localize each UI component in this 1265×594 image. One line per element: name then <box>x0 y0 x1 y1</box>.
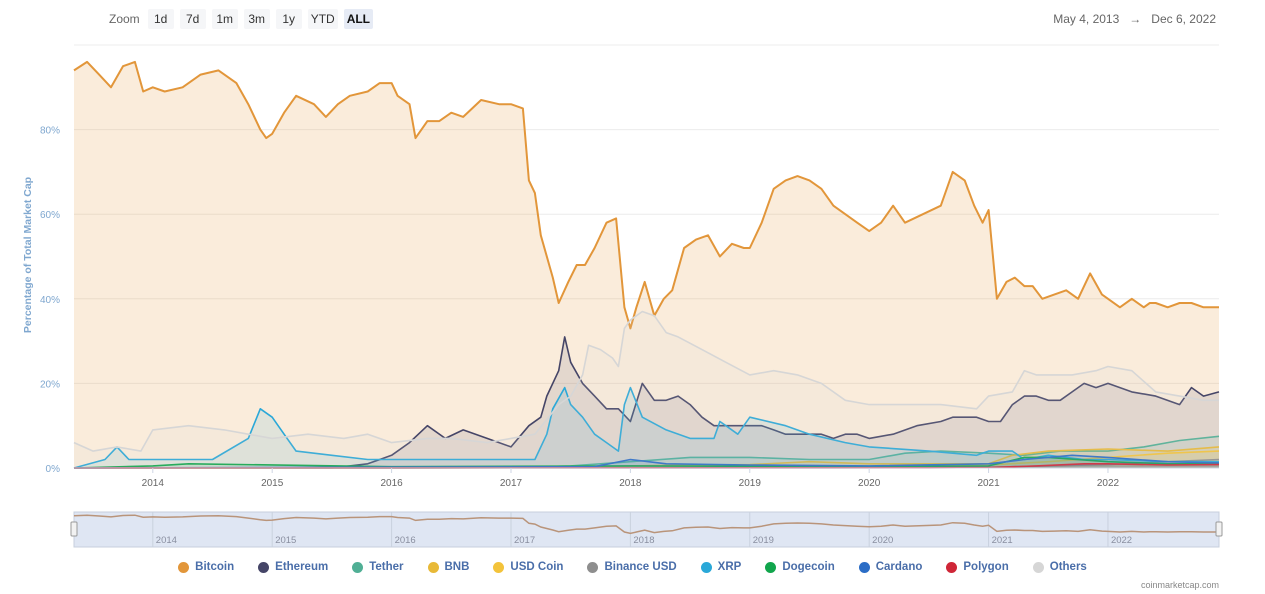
range-to[interactable]: Dec 6, 2022 <box>1151 12 1216 26</box>
navigator-tick-label: 2017 <box>514 535 535 546</box>
legend-label: Dogecoin <box>782 561 835 573</box>
legend-item-binance-usd[interactable]: Binance USD <box>587 561 677 573</box>
legend-dot <box>258 561 270 573</box>
legend-item-ethereum[interactable]: Ethereum <box>258 561 328 573</box>
navigator-tick-label: 2016 <box>395 535 416 546</box>
legend-dot <box>427 561 439 573</box>
legend-item-polygon[interactable]: Polygon <box>946 561 1009 573</box>
legend-dot <box>946 561 958 573</box>
zoom-ytd-button[interactable]: YTD <box>307 9 338 29</box>
xrp-area <box>74 387 1219 468</box>
legend-dot <box>1032 561 1044 573</box>
zoom-1m-button[interactable]: 1m <box>211 9 238 29</box>
zoom-3m-button[interactable]: 3m <box>243 9 270 29</box>
cardano-line <box>73 454 1220 469</box>
ethereum-line <box>74 336 1220 469</box>
dogecoin-line <box>73 456 1219 469</box>
usd-coin-area <box>74 451 1219 468</box>
legend-item-others[interactable]: Others <box>1032 561 1087 573</box>
zoom-1d-button[interactable]: 1d <box>147 9 174 29</box>
navigator[interactable]: 2014 2015 2016 2017 2018 2019 2020 2021 2022 <box>70 511 1223 548</box>
range-arrow: → <box>1129 12 1142 26</box>
legend-label: Others <box>1049 561 1087 573</box>
legend-label: USD Coin <box>510 561 564 573</box>
legend-label: Binance USD <box>604 561 677 573</box>
legend-label: Polygon <box>963 561 1009 573</box>
navigator-tick-label: 2018 <box>633 535 654 546</box>
navigator-bitcoin-line <box>73 514 1219 535</box>
xrp-line <box>73 386 1219 469</box>
zoom-all-button[interactable]: ALL <box>343 9 374 29</box>
binance-usd-area <box>74 459 1219 468</box>
navigator-tick-label: 2019 <box>753 535 774 546</box>
legend-item-usd-coin[interactable]: USD Coin <box>493 561 563 573</box>
y-tick-label: 0% <box>46 464 61 475</box>
legend-dot <box>858 561 870 573</box>
zoom-1y-button[interactable]: 1y <box>275 9 302 29</box>
legend-dot <box>587 561 599 573</box>
others-area <box>74 311 1219 468</box>
legend-dot <box>178 561 190 573</box>
navigator-window[interactable] <box>73 511 1220 548</box>
navigator-right-handle[interactable] <box>1215 521 1223 537</box>
others-line <box>73 310 1219 452</box>
legend-item-bitcoin[interactable]: Bitcoin <box>178 561 234 573</box>
navigator-tick-label: 2022 <box>1111 535 1132 546</box>
legend-item-tether[interactable]: Tether <box>352 561 404 573</box>
legend-item-bnb[interactable]: BNB <box>427 561 470 573</box>
legend-item-dogecoin[interactable]: Dogecoin <box>765 561 835 573</box>
tether-area <box>74 436 1219 468</box>
legend-dot <box>700 561 712 573</box>
x-tick-label: 2016 <box>380 478 403 489</box>
series-areas <box>73 60 1220 469</box>
date-range: May 4, 2013 → Dec 6, 2022 <box>1053 12 1216 26</box>
navigator-tick-label: 2014 <box>156 535 177 546</box>
x-tick-label: 2019 <box>739 478 762 489</box>
ethereum-area <box>74 336 1219 468</box>
y-axis-label: Percentage of Total Market Cap <box>22 177 34 333</box>
x-tick-label: 2020 <box>858 478 881 489</box>
zoom-bar: Zoom 1d 7d 1m 3m 1y YTD ALL <box>109 8 374 30</box>
legend-dot <box>493 561 505 573</box>
x-tick-label: 2017 <box>500 478 523 489</box>
navigator-tick-label: 2021 <box>992 535 1013 546</box>
legend-label: Ethereum <box>275 561 329 573</box>
market-dominance-chart: 0%20%40%60%80%2014 2015 2016 2017 2018 2019 20… <box>22 44 1223 548</box>
navigator-tick-label: 2020 <box>872 535 893 546</box>
legend: Bitcoin Ethereum Tether BNB USD Coin Binance … <box>0 561 1265 573</box>
credit-text: coinmarketcap.com <box>1140 580 1219 590</box>
legend-item-xrp[interactable]: XRP <box>700 561 742 573</box>
y-tick-label: 40% <box>40 295 60 306</box>
y-tick-label: 80% <box>40 126 60 137</box>
legend-label: Bitcoin <box>195 561 235 573</box>
legend-label: Cardano <box>875 561 923 573</box>
y-tick-label: 60% <box>40 210 60 221</box>
legend-label: XRP <box>717 561 742 573</box>
x-tick-label: 2015 <box>261 478 284 489</box>
y-tick-label: 20% <box>40 379 60 390</box>
bitcoin-area <box>74 61 1219 469</box>
navigator-tick-label: 2015 <box>275 535 296 546</box>
range-from[interactable]: May 4, 2013 <box>1053 12 1120 26</box>
x-tick-label: 2018 <box>619 478 642 489</box>
bitcoin-line <box>73 60 1219 330</box>
zoom-label: Zoom <box>109 12 140 26</box>
zoom-7d-button[interactable]: 7d <box>179 9 206 29</box>
legend-label: Tether <box>369 561 404 573</box>
navigator-left-handle[interactable] <box>70 521 78 537</box>
legend-item-cardano[interactable]: Cardano <box>858 561 923 573</box>
axes: 0% 20% 40% 60% 80% 2014 2015 2016 2017 2018 2019 20… <box>40 126 1219 489</box>
bnb-area <box>74 446 1219 468</box>
legend-dot <box>765 561 777 573</box>
x-tick-label: 2021 <box>977 478 1000 489</box>
legend-label: BNB <box>444 561 470 573</box>
x-tick-label: 2022 <box>1097 478 1120 489</box>
x-tick-label: 2014 <box>142 478 165 489</box>
legend-dot <box>352 561 364 573</box>
